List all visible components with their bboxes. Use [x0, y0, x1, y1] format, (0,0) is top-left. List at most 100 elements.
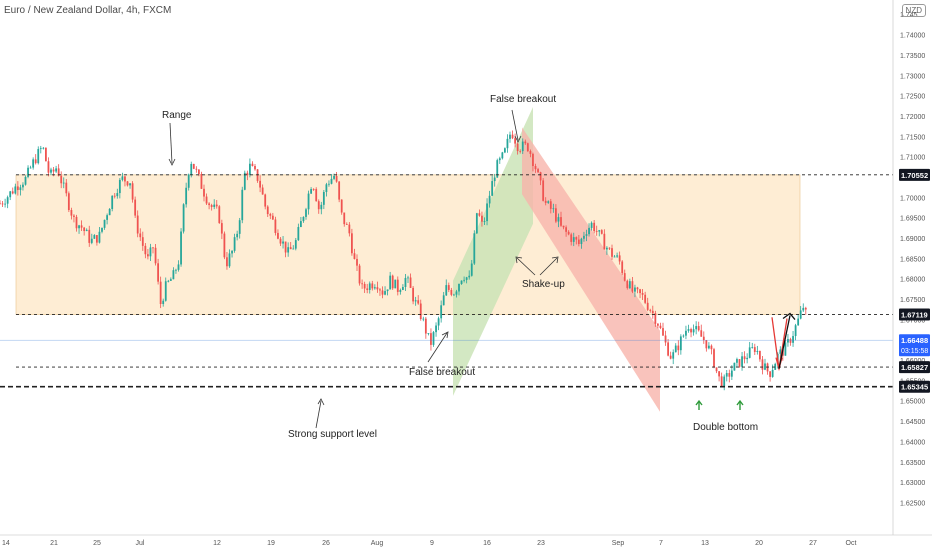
candle-body	[338, 181, 341, 200]
candle-body	[481, 215, 483, 222]
candle-body	[90, 238, 93, 243]
candle-body	[55, 168, 57, 172]
y-tick-label: 1.72000	[900, 114, 925, 121]
candle-body	[547, 201, 550, 203]
candle-body	[514, 138, 516, 144]
candle-body	[333, 176, 335, 179]
candle-body	[756, 351, 759, 352]
candle-body	[391, 275, 394, 289]
annotation-strong-support: Strong support level	[288, 429, 377, 440]
candle-body	[603, 233, 606, 250]
candle-body	[14, 186, 17, 194]
candle-body	[57, 168, 60, 176]
current-price-countdown: 03:15:58	[901, 348, 928, 355]
candles	[0, 130, 807, 391]
candle-body	[246, 172, 249, 175]
candle-body	[394, 279, 397, 289]
arrowhead-false-breakout-top	[514, 135, 522, 143]
candle-body	[67, 193, 70, 211]
candle-body	[585, 234, 588, 236]
x-tick-label: 9	[430, 540, 434, 547]
candle-body	[491, 181, 494, 196]
candle-body	[220, 223, 223, 234]
candle-body	[320, 204, 323, 210]
candle-body	[386, 289, 389, 292]
candle-body	[496, 160, 499, 178]
current-price-tag-bg	[899, 334, 930, 357]
candle-body	[167, 280, 170, 282]
candle-body	[575, 237, 578, 240]
candle-body	[241, 189, 244, 221]
candle-body	[794, 325, 797, 337]
candle-body	[103, 219, 106, 228]
candle-body	[657, 323, 659, 326]
candle-body	[325, 184, 328, 193]
currency-badge[interactable]: NZD	[901, 4, 926, 17]
candle-body	[287, 247, 290, 253]
level-tag-label: 1.70552	[901, 171, 928, 180]
arrowhead-shake-up-right	[551, 256, 559, 264]
candle-body	[376, 287, 379, 290]
candle-body	[111, 195, 114, 210]
candle-body	[746, 357, 749, 360]
candle-body	[340, 199, 343, 213]
candle-body	[430, 333, 432, 345]
candle-body	[322, 192, 325, 205]
x-tick-label: 19	[267, 540, 275, 547]
candle-body	[442, 295, 445, 306]
candle-body	[1, 203, 4, 205]
candle-body	[32, 159, 35, 168]
candle-body	[685, 330, 687, 336]
candle-body	[317, 201, 320, 210]
candle-body	[266, 206, 269, 215]
candle-body	[93, 235, 96, 239]
candle-body	[149, 247, 152, 257]
x-tick-label: 7	[659, 540, 663, 547]
candle-body	[493, 177, 496, 182]
candle-body	[348, 224, 351, 234]
candle-body	[600, 230, 603, 234]
x-tick-label: 21	[50, 540, 58, 547]
candle-body	[725, 373, 728, 377]
candle-body	[450, 289, 453, 295]
candle-body	[537, 169, 539, 173]
y-tick-label: 1.62500	[900, 500, 925, 507]
candle-body	[504, 148, 506, 153]
candle-body	[305, 209, 307, 217]
candle-body	[611, 248, 613, 257]
candle-body	[363, 283, 366, 289]
annotation-false-breakout-bottom: False breakout	[409, 367, 475, 378]
candle-body	[126, 181, 129, 186]
candle-body	[358, 265, 361, 284]
candle-body	[588, 227, 590, 235]
candle-body	[435, 325, 437, 333]
candle-body	[129, 183, 131, 186]
candle-body	[789, 339, 792, 343]
candle-body	[465, 277, 468, 280]
x-tick-label: 13	[701, 540, 709, 547]
candle-body	[269, 214, 272, 216]
candle-body	[205, 196, 208, 204]
candle-body	[702, 336, 705, 341]
candle-body	[639, 289, 641, 294]
candle-body	[644, 294, 647, 303]
candle-body	[243, 172, 246, 190]
candle-body	[366, 288, 369, 290]
candle-body	[60, 175, 63, 184]
candle-body	[261, 187, 264, 195]
x-tick-label: 12	[213, 540, 221, 547]
candle-body	[769, 371, 771, 377]
candle-body	[692, 329, 695, 333]
candle-body	[618, 255, 621, 262]
candle-body	[478, 213, 481, 216]
candle-body	[300, 221, 302, 228]
candle-body	[315, 189, 318, 202]
y-tick-label: 1.69500	[900, 216, 925, 223]
candle-body	[50, 169, 52, 173]
price-axis-bg	[893, 0, 932, 550]
candle-body	[85, 229, 88, 232]
candle-body	[62, 182, 65, 184]
candle-body	[192, 163, 195, 169]
candle-body	[606, 247, 608, 250]
